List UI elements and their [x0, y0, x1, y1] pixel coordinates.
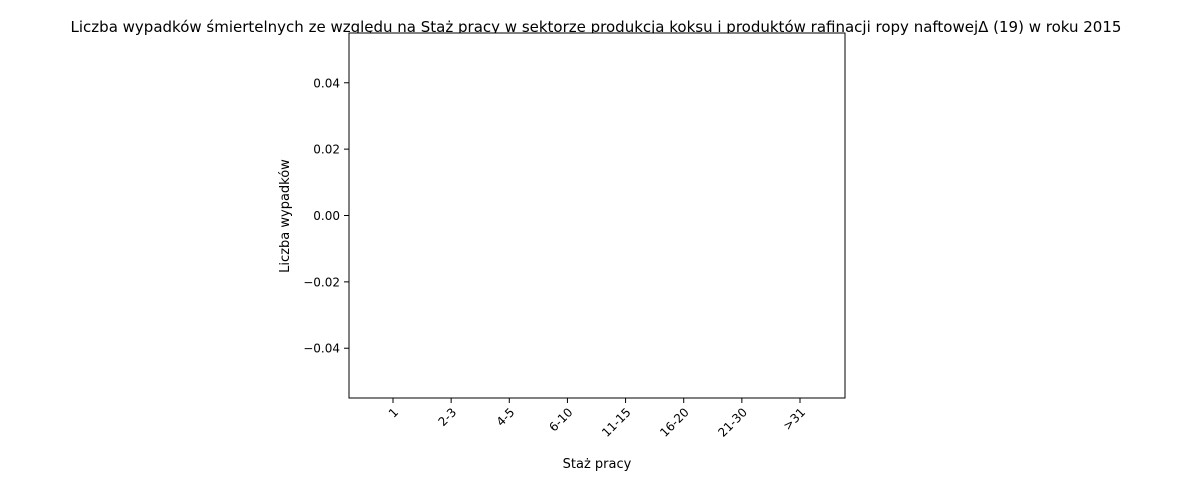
x-tick-label: 21-30: [715, 405, 750, 440]
x-tick-label: 2-3: [435, 405, 459, 429]
chart-title: Liczba wypadków śmiertelnych ze względu …: [71, 18, 1122, 36]
x-axis-ticks: 1 2-3 4-5 6-10 11-15 16-20 21-30 >31: [386, 398, 808, 440]
plot-area: [348, 32, 846, 399]
x-axis-label: Staż pracy: [563, 457, 632, 472]
y-tick-label: 0.02: [313, 143, 340, 157]
x-tick-label: 1: [386, 405, 401, 420]
x-tick-label: 11-15: [599, 405, 634, 440]
y-axis-label: Liczba wypadków: [278, 159, 293, 273]
y-axis-ticks: 0.04 0.02 0.00 −0.02 −0.04: [303, 76, 349, 356]
y-tick-label: 0.04: [313, 76, 340, 90]
y-tick-label: 0.00: [313, 209, 340, 223]
x-tick-label: 16-20: [657, 405, 692, 440]
x-tick-label: 6-10: [546, 405, 575, 434]
y-tick-label: −0.04: [303, 342, 340, 356]
y-tick-label: −0.02: [303, 275, 340, 289]
x-tick-label: >31: [780, 405, 808, 433]
x-tick-label: 4-5: [494, 405, 518, 429]
